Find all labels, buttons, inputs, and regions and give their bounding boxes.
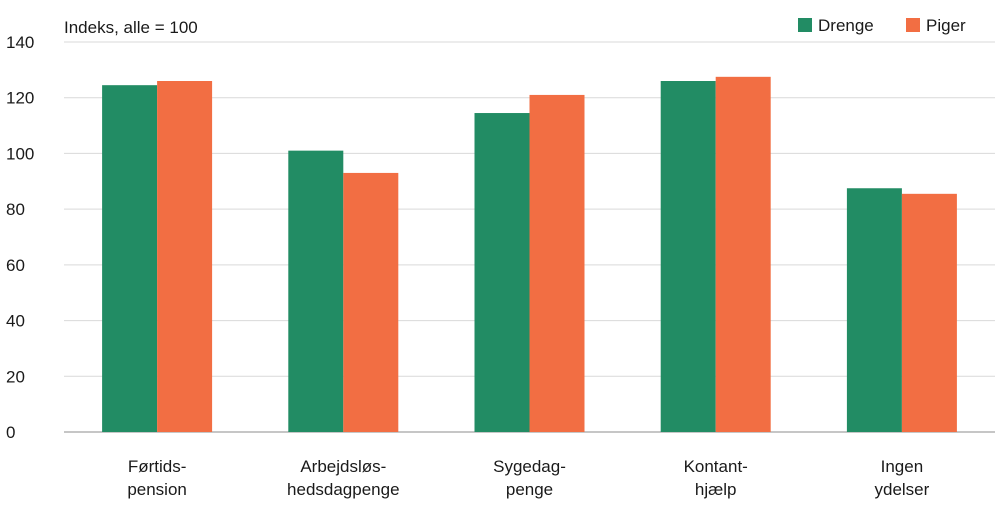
y-tick-label: 60	[6, 256, 25, 275]
bar-piger-1	[343, 172, 399, 432]
y-tick-label: 120	[6, 89, 34, 108]
x-tick-label: Ingen	[881, 457, 924, 476]
x-tick-label: hedsdagpenge	[287, 480, 400, 499]
legend-swatch-piger	[906, 18, 920, 32]
y-tick-label: 40	[6, 312, 25, 331]
x-tick-label: pension	[127, 480, 187, 499]
bar-drenge-0	[102, 85, 158, 432]
bar-drenge-2	[474, 113, 530, 433]
bar-drenge-3	[660, 81, 716, 432]
unit-label: Indeks, alle = 100	[64, 18, 198, 37]
legend-label-drenge: Drenge	[818, 16, 874, 35]
bars	[102, 76, 957, 433]
y-tick-label: 80	[6, 200, 25, 219]
x-axis: Førtids-pension Arbejdsløs-hedsdagpenge Sy…	[127, 457, 929, 499]
x-tick-label: Arbejdsløs-	[300, 457, 386, 476]
bar-piger-4	[901, 193, 957, 432]
y-axis: 0 20 40 60 80 100 120 140	[6, 33, 34, 442]
bar-piger-2	[529, 94, 585, 432]
legend: Drenge Piger	[798, 16, 966, 35]
x-tick-label: hjælp	[695, 480, 737, 499]
y-tick-label: 20	[6, 367, 25, 386]
bar-piger-3	[715, 76, 771, 433]
bar-drenge-4	[846, 188, 902, 432]
x-tick-label: Førtids-	[128, 457, 187, 476]
x-tick-label: penge	[506, 480, 553, 499]
bar-drenge-1	[288, 150, 344, 432]
bar-piger-0	[157, 81, 213, 432]
x-tick-label: Kontant-	[684, 457, 748, 476]
y-tick-label: 0	[6, 423, 15, 442]
x-tick-label: ydelser	[874, 480, 929, 499]
y-tick-label: 100	[6, 144, 34, 163]
legend-swatch-drenge	[798, 18, 812, 32]
legend-label-piger: Piger	[926, 16, 966, 35]
x-tick-label: Sygedag-	[493, 457, 566, 476]
y-tick-label: 140	[6, 33, 34, 52]
